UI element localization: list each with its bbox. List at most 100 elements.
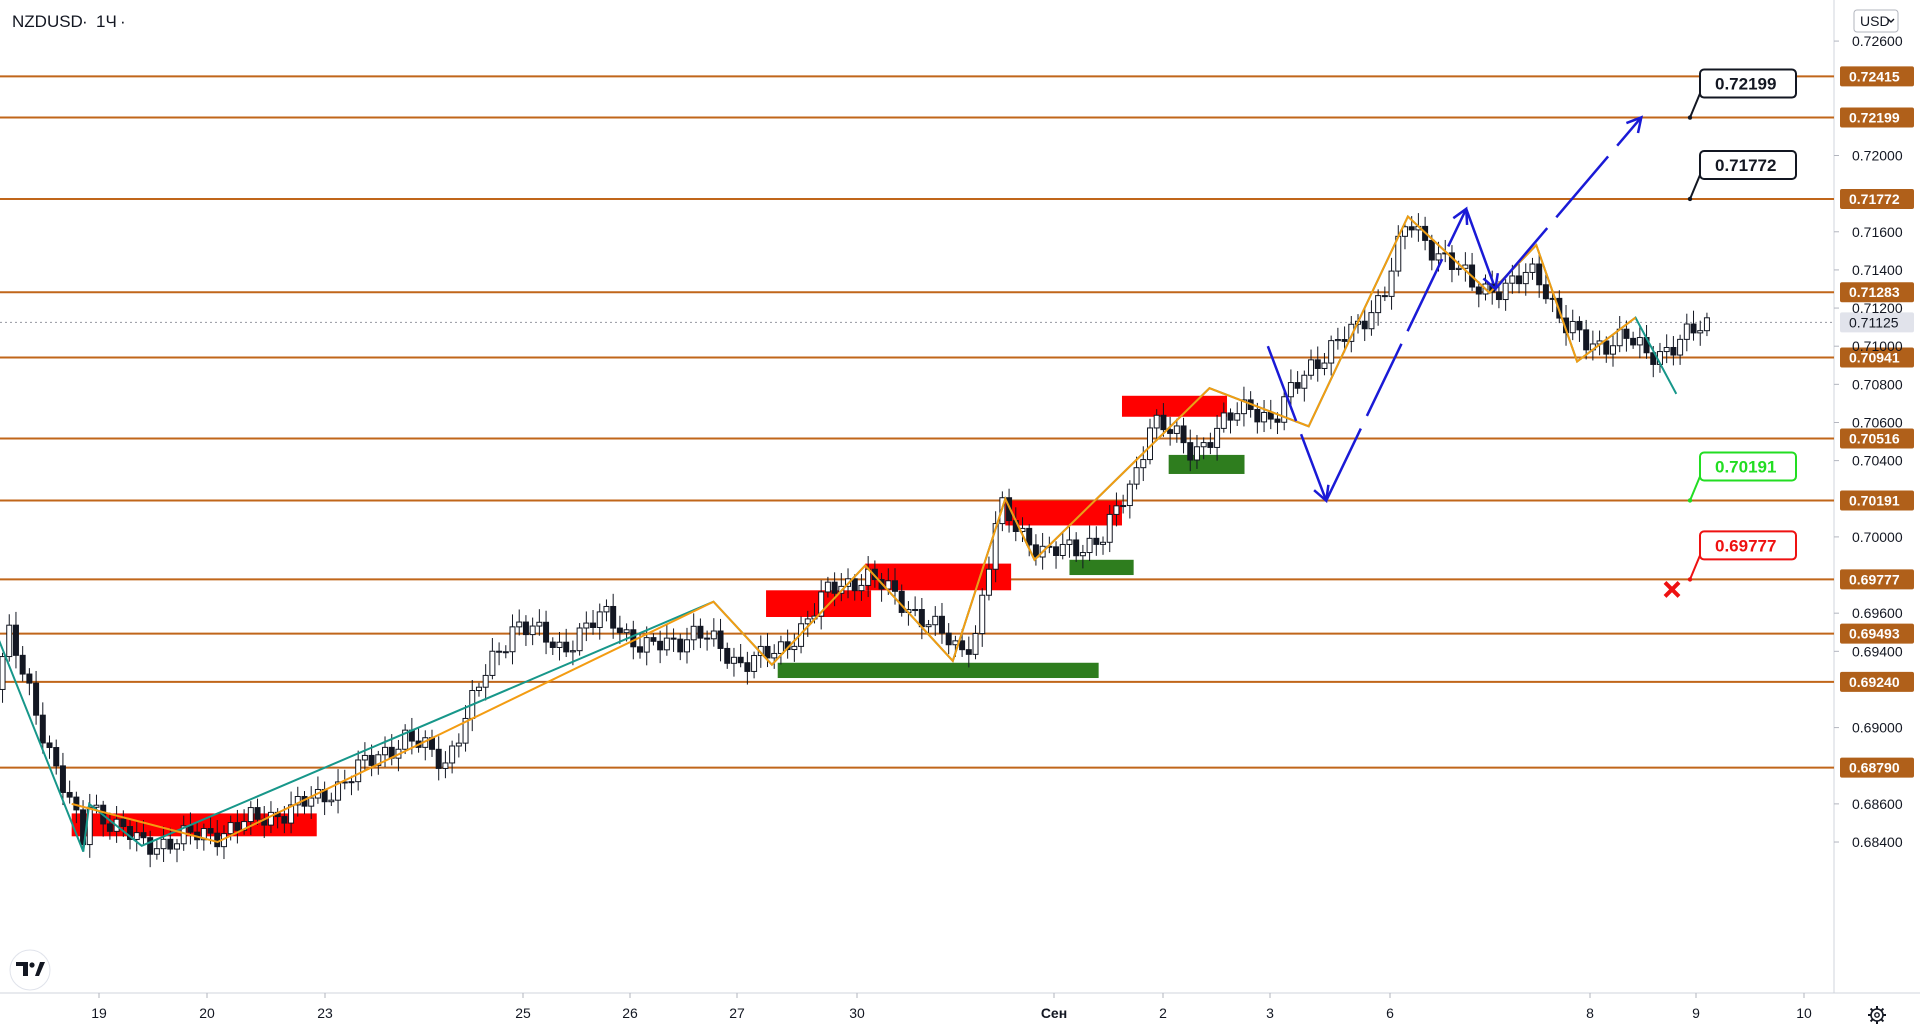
candle — [938, 615, 945, 634]
price-tick-label: 0.72600 — [1852, 33, 1903, 49]
candle — [583, 622, 590, 629]
candle — [677, 638, 684, 653]
candle — [1401, 226, 1408, 237]
candle — [53, 747, 60, 767]
candle — [93, 804, 100, 808]
candle — [66, 791, 73, 798]
supply-zone-4[interactable] — [1121, 395, 1228, 417]
price-tag-label: 0.69240 — [1849, 674, 1900, 690]
currency-label: USD — [1860, 13, 1890, 29]
candle — [502, 651, 509, 654]
price-tick-label: 0.69400 — [1852, 643, 1903, 659]
candle — [912, 609, 919, 612]
projection-arrowhead-2 — [1452, 206, 1469, 225]
gear-icon[interactable] — [1868, 1006, 1886, 1024]
candle — [1328, 340, 1335, 364]
candle — [127, 826, 134, 840]
candle — [529, 625, 536, 636]
callout-box — [1699, 530, 1797, 561]
current-price-label: 0.71125 — [1849, 314, 1899, 330]
candle — [247, 807, 254, 823]
candle — [657, 640, 664, 651]
price-tag-10 — [1840, 757, 1914, 778]
projection-segment-3[interactable] — [1465, 208, 1497, 290]
candle — [1113, 505, 1120, 515]
candle — [1663, 346, 1670, 353]
candle — [730, 656, 737, 664]
candle — [1240, 399, 1247, 415]
candle — [992, 523, 999, 570]
candle — [724, 647, 731, 664]
price-tag-8 — [1840, 623, 1914, 644]
price-tag-label: 0.70941 — [1849, 349, 1900, 365]
currency-selector[interactable]: USD — [1853, 9, 1899, 33]
candle — [643, 637, 650, 653]
time-tick-label: Сен — [1041, 1005, 1067, 1021]
candle — [0, 656, 6, 690]
candle — [1428, 239, 1435, 261]
candle — [563, 641, 570, 653]
candle — [1509, 275, 1516, 284]
candle — [1254, 409, 1261, 423]
candle — [375, 754, 382, 766]
demand-zone-2[interactable] — [1168, 454, 1245, 474]
candle — [1375, 295, 1382, 314]
price-tag-label: 0.72415 — [1849, 68, 1900, 84]
candle — [106, 823, 113, 832]
projection-segment-4[interactable] — [1494, 116, 1643, 290]
candle — [972, 633, 979, 655]
demand-zone-1[interactable] — [1069, 559, 1134, 576]
demand-zone-0[interactable] — [777, 662, 1099, 679]
candle — [46, 742, 53, 749]
candle — [1361, 320, 1368, 330]
time-tick-label: 9 — [1692, 1005, 1700, 1021]
candle — [1294, 382, 1301, 389]
candle — [965, 649, 972, 655]
candle — [771, 652, 778, 659]
candle — [952, 640, 959, 646]
price-tick-label: 0.71400 — [1852, 262, 1903, 278]
candle — [361, 754, 368, 761]
price-tag-label: 0.69777 — [1849, 571, 1900, 587]
callout-stop-3[interactable]: 0.69777 — [1663, 530, 1797, 598]
candle — [1408, 226, 1415, 231]
candle — [603, 605, 610, 613]
price-tag-4 — [1840, 347, 1914, 368]
candle — [818, 591, 825, 617]
supply-zone-3[interactable] — [1005, 500, 1122, 526]
candle — [576, 627, 583, 652]
candle — [804, 618, 811, 625]
candle — [1536, 263, 1543, 286]
candle — [959, 640, 966, 651]
candle — [368, 754, 375, 766]
candle — [1368, 312, 1375, 330]
timeframe-label[interactable]: 1Ч — [96, 12, 117, 31]
candle — [234, 822, 241, 831]
candle — [710, 630, 717, 640]
callout-label: 0.69777 — [1715, 536, 1776, 555]
candle — [536, 621, 543, 627]
candle — [1683, 323, 1690, 340]
chevron-down-icon — [1887, 18, 1895, 23]
candle — [1100, 541, 1107, 545]
candle — [697, 625, 704, 639]
candle — [207, 828, 214, 834]
candle — [764, 645, 771, 659]
callout-box — [1699, 68, 1797, 99]
candle — [1073, 539, 1080, 557]
callout-target-0[interactable]: 0.72199 — [1687, 68, 1797, 120]
callout-target-1[interactable]: 0.71772 — [1687, 149, 1797, 202]
price-tick-label: 0.68600 — [1852, 796, 1903, 812]
candle — [153, 848, 160, 855]
price-tag-label: 0.69493 — [1849, 626, 1900, 642]
projection-segment-1[interactable] — [1266, 345, 1328, 502]
time-tick-label: 25 — [515, 1005, 531, 1021]
callout-buy-2[interactable]: 0.70191 — [1687, 451, 1797, 503]
candle — [824, 581, 831, 593]
projection-segment-2[interactable] — [1325, 208, 1468, 502]
price-tag-7 — [1840, 569, 1914, 590]
tradingview-logo-icon[interactable] — [9, 949, 51, 991]
candle — [1321, 362, 1328, 369]
